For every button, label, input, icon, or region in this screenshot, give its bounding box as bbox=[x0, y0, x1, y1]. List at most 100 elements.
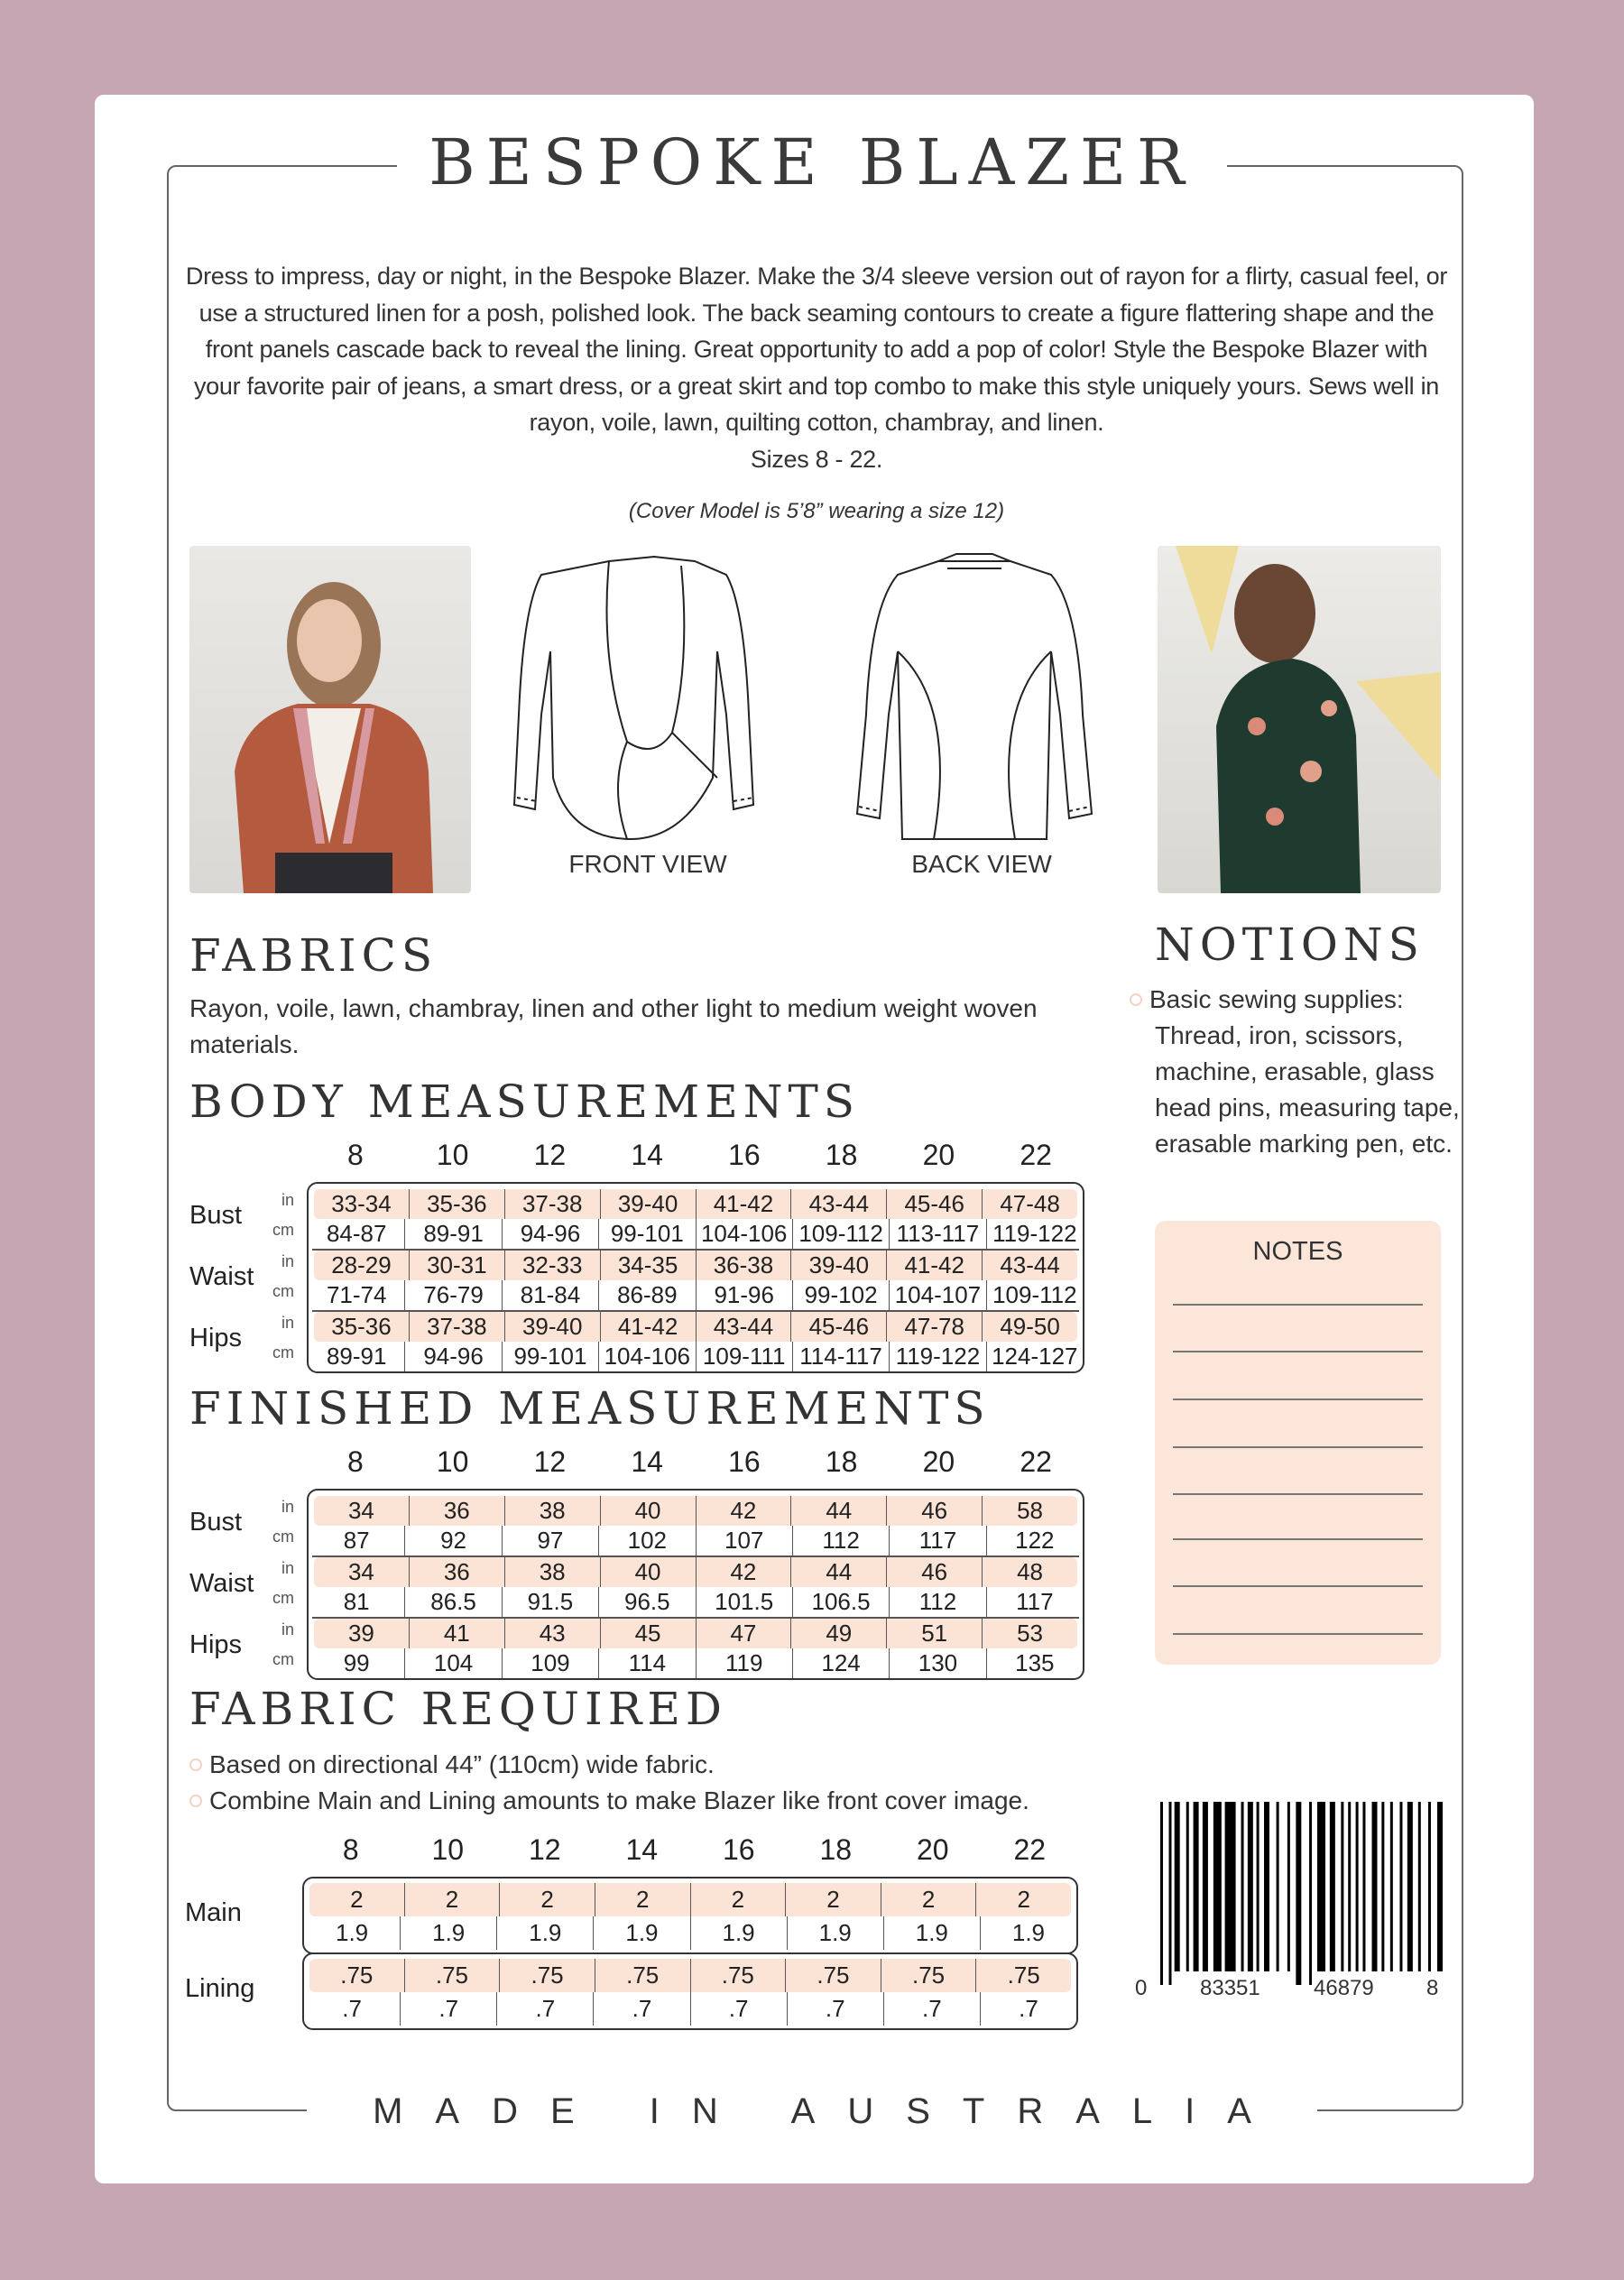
back-view-label: BACK VIEW bbox=[911, 850, 1052, 878]
size-header: 8 bbox=[342, 1833, 359, 1866]
table-cell: 113-117 bbox=[889, 1219, 985, 1249]
table-cell: 97 bbox=[501, 1526, 598, 1555]
table-cell: 2 bbox=[499, 1883, 595, 1916]
table-cell: 119-122 bbox=[889, 1342, 985, 1371]
table-cell: .7 bbox=[400, 1992, 496, 2026]
row-group-label: Hips bbox=[189, 1630, 243, 1659]
unit-label-cm: cm bbox=[272, 1221, 294, 1239]
unit-label-in: in bbox=[281, 1498, 295, 1516]
table-cell: 87 bbox=[343, 1527, 370, 1554]
barcode-bar bbox=[1355, 1802, 1359, 1971]
table-row-cm: 87 92 97 102 107 112 117 122 bbox=[309, 1526, 1083, 1555]
barcode-bar bbox=[1202, 1802, 1208, 1971]
barcode-bar bbox=[1362, 1802, 1366, 1971]
table-cell: 106.5 bbox=[791, 1587, 889, 1617]
fabric-amount-box: .75.75.75.75.75.75.75.75.7.7.7.7.7.7.7.7 bbox=[302, 1952, 1078, 2030]
table-cell: 1.9 bbox=[400, 1916, 496, 1950]
table-cell: 117 bbox=[985, 1587, 1083, 1617]
table-cell: 39-40 bbox=[599, 1189, 696, 1219]
row-group-label: Main bbox=[185, 1898, 242, 1927]
table-row-cm: 81 86.5 91.5 96.5 101.5 106.5 112 117 bbox=[309, 1587, 1083, 1617]
barcode-bar bbox=[1399, 1802, 1403, 1971]
unit-label-cm: cm bbox=[272, 1528, 294, 1546]
size-header: 22 bbox=[1020, 1445, 1052, 1478]
group-divider bbox=[312, 1249, 1079, 1251]
table-cell: 39 bbox=[347, 1620, 374, 1647]
barcode-bar bbox=[1256, 1802, 1260, 1971]
table-cell: .75 bbox=[880, 1959, 976, 1992]
size-header: 18 bbox=[825, 1445, 858, 1478]
table-cell: 28-29 bbox=[331, 1251, 392, 1278]
notes-label: NOTES bbox=[1252, 1237, 1343, 1266]
notes-line bbox=[1173, 1585, 1423, 1587]
notes-box[interactable]: NOTES bbox=[1155, 1221, 1441, 1665]
bullet-icon bbox=[1130, 993, 1142, 1006]
table-cell: 2 bbox=[350, 1886, 364, 1913]
size-header: 16 bbox=[722, 1833, 755, 1866]
table-cell: 1.9 bbox=[593, 1916, 689, 1950]
barcode-bar bbox=[1381, 1802, 1385, 1971]
table-cell: 124 bbox=[791, 1648, 889, 1678]
table-cell: 45 bbox=[599, 1619, 696, 1648]
fabric-required-bullet: Combine Main and Lining amounts to make … bbox=[189, 1783, 1029, 1819]
barcode-bar bbox=[1407, 1802, 1413, 1971]
table-cell: 2 bbox=[403, 1883, 500, 1916]
table-cell: 94-96 bbox=[404, 1342, 501, 1371]
table-cell: 81-84 bbox=[501, 1280, 598, 1310]
table-cell: 102 bbox=[598, 1526, 695, 1555]
table-cell: 42 bbox=[695, 1557, 791, 1587]
table-cell: 39-40 bbox=[503, 1312, 600, 1342]
group-divider bbox=[312, 1310, 1079, 1312]
barcode-bar bbox=[1224, 1802, 1236, 1971]
table-cell: 30-31 bbox=[408, 1251, 504, 1280]
barcode-bar bbox=[1371, 1802, 1378, 1971]
table-cell: 89-91 bbox=[404, 1219, 501, 1249]
table-cell: 47-48 bbox=[982, 1189, 1077, 1219]
size-headers: 8 10 12 14 16 18 20 22 bbox=[307, 1139, 1084, 1172]
barcode-bar bbox=[1341, 1802, 1344, 1971]
model-photo-back bbox=[1158, 546, 1441, 893]
barcode-bar bbox=[1264, 1802, 1269, 1971]
table-cell: .75 bbox=[403, 1959, 500, 1992]
notes-line bbox=[1173, 1446, 1423, 1448]
unit-label-in: in bbox=[281, 1559, 295, 1577]
table-cell: 34-35 bbox=[599, 1251, 696, 1280]
finished-measurements-heading: FINISHED MEASUREMENTS bbox=[189, 1382, 991, 1435]
table-cell: 1.9 bbox=[335, 1919, 369, 1946]
table-cell: 107 bbox=[695, 1526, 792, 1555]
size-header: 22 bbox=[1020, 1139, 1052, 1171]
size-header: 18 bbox=[819, 1833, 853, 1866]
notes-line bbox=[1173, 1304, 1423, 1306]
table-cell: 91.5 bbox=[501, 1587, 598, 1617]
fabric-required-bullet: Based on directional 44” (110cm) wide fa… bbox=[189, 1747, 715, 1783]
table-cell: 46 bbox=[886, 1496, 982, 1526]
bullet-icon bbox=[189, 1758, 202, 1771]
table-cell: 36-38 bbox=[695, 1251, 791, 1280]
table-cell: 45-46 bbox=[790, 1312, 886, 1342]
table-cell: 117 bbox=[889, 1526, 985, 1555]
description-text: Dress to impress, day or night, in the B… bbox=[185, 263, 1448, 436]
table-cell: 38 bbox=[503, 1496, 600, 1526]
unit-label-cm: cm bbox=[272, 1650, 294, 1668]
row-group-label: Lining bbox=[185, 1974, 255, 2003]
table-cell: 122 bbox=[985, 1526, 1083, 1555]
table-cell: 1.9 bbox=[786, 1916, 883, 1950]
barcode-bar bbox=[1276, 1802, 1279, 1971]
bullet-icon bbox=[189, 1795, 202, 1807]
table-cell: 1.9 bbox=[882, 1916, 980, 1950]
table-cell: .75 bbox=[975, 1959, 1071, 1992]
measurement-box: 33-34 35-36 37-38 39-40 41-42 43-44 45-46 47-48… bbox=[307, 1182, 1084, 1373]
barcode-bar bbox=[1241, 1802, 1244, 1971]
fabrics-text: Rayon, voile, lawn, chambray, linen and … bbox=[189, 994, 1038, 1058]
table-cell: 58 bbox=[982, 1496, 1077, 1526]
cover-model-note: (Cover Model is 5’8” wearing a size 12) bbox=[628, 499, 1005, 523]
notions-item: Basic sewing supplies: Thread, iron, sci… bbox=[1130, 982, 1490, 1162]
table-cell: .7 bbox=[689, 1992, 787, 2026]
page-title: BESPOKE BLAZER bbox=[397, 117, 1227, 208]
table-cell: 109-111 bbox=[695, 1342, 792, 1371]
barcode: 0 83351 46879 8 bbox=[1135, 1777, 1459, 2012]
sizes-line: Sizes 8 - 22. bbox=[750, 445, 883, 473]
size-header: 12 bbox=[533, 1445, 567, 1478]
table-row-in: 34 36 38 40 42 44 46 58 bbox=[314, 1496, 1077, 1526]
barcode-bars bbox=[1160, 1802, 1459, 1985]
